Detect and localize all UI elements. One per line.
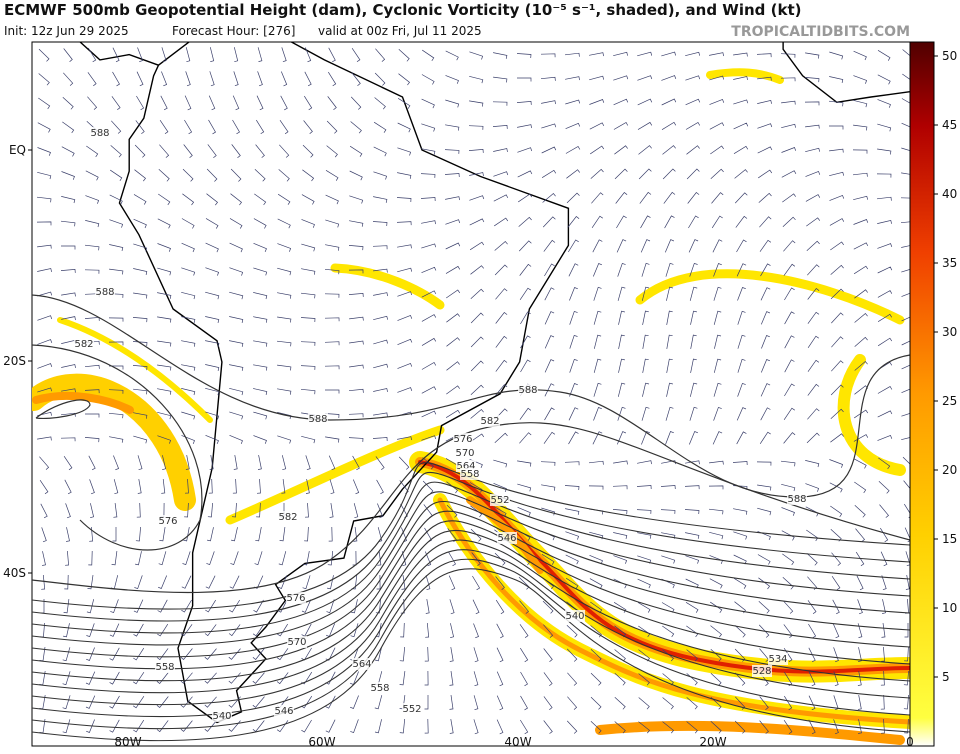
contour-label-bg xyxy=(158,515,178,527)
contour-label-bg xyxy=(518,384,538,396)
height-contour xyxy=(32,539,910,706)
valid-time: valid at 00z Fri, Jul 11 2025 xyxy=(318,24,482,38)
contour-label-bg xyxy=(453,433,473,445)
height-contour xyxy=(32,491,910,646)
colorbar-tick-label: 5 xyxy=(942,670,950,684)
map-area xyxy=(32,42,910,745)
height-contour xyxy=(32,471,910,622)
contour-label: 546 xyxy=(497,533,516,544)
height-contour xyxy=(32,510,910,670)
contour-label: 576 xyxy=(453,434,472,445)
contour-label-bg xyxy=(155,661,175,673)
contour-label: 570 xyxy=(455,448,474,459)
contour-label-bg xyxy=(490,494,510,506)
contour-label: 582 xyxy=(480,416,499,427)
forecast-hour: Forecast Hour: [276] xyxy=(172,24,295,38)
height-contour xyxy=(32,462,910,610)
height-contour xyxy=(32,568,910,742)
colorbar-tick-label: 35 xyxy=(942,256,957,270)
contour-label: 576 xyxy=(158,516,177,527)
contour-label-bg xyxy=(455,447,475,459)
contour-label: 546 xyxy=(274,706,293,717)
contour-label-bg xyxy=(274,705,294,717)
colorbar-tick-label: 50 xyxy=(942,49,957,63)
contour-label-bg xyxy=(370,682,390,694)
contour-label-bg xyxy=(212,710,232,722)
colorbar-tick-label: 10 xyxy=(942,601,957,615)
contour-label-bg xyxy=(402,703,422,715)
contour-label: 558 xyxy=(155,662,174,673)
map-frame xyxy=(31,41,911,747)
contour-label-bg xyxy=(752,665,772,677)
contour-label: 570 xyxy=(287,637,306,648)
contour-label: 564 xyxy=(456,461,475,472)
contour-label: 558 xyxy=(370,683,389,694)
colorbar xyxy=(909,41,935,747)
contour-label: 564 xyxy=(352,659,371,670)
contour-label: 558 xyxy=(460,469,479,480)
height-contours xyxy=(32,462,910,742)
contour-label: 588 xyxy=(90,128,109,139)
contour-label: 588 xyxy=(787,494,806,505)
contour-label-bg xyxy=(278,511,298,523)
longitude-label: 80W xyxy=(114,735,141,749)
contour-label-bg xyxy=(565,610,585,622)
contour-label-bg xyxy=(480,415,500,427)
colorbar-tick-label: 15 xyxy=(942,532,957,546)
contour-label-bg xyxy=(287,636,307,648)
contour-label-bg xyxy=(90,127,110,139)
height-contour xyxy=(32,558,910,730)
height-contour xyxy=(32,520,910,682)
coastline xyxy=(79,42,910,724)
contour-label: 528 xyxy=(752,666,771,677)
height-contour xyxy=(32,549,910,718)
colorbar-tick-label: 40 xyxy=(942,187,957,201)
colorbar-tick-label: 45 xyxy=(942,118,957,132)
contour-label: 576 xyxy=(286,593,305,604)
contour-label: 582 xyxy=(74,339,93,350)
contour-label: 582 xyxy=(278,512,297,523)
contour-label-bg xyxy=(95,286,115,298)
longitude-label: 20W xyxy=(699,735,726,749)
title: ECMWF 500mb Geopotential Height (dam), C… xyxy=(4,1,801,19)
contour-label: 552 xyxy=(402,704,421,715)
site-name: TROPICALTIDBITS.COM xyxy=(731,24,910,40)
longitude-label: 60W xyxy=(308,735,335,749)
contour-label: 588 xyxy=(518,385,537,396)
contour-label-bg xyxy=(308,413,328,425)
wind-barbs xyxy=(36,47,910,735)
contour-label: 540 xyxy=(212,711,231,722)
contour-label-bg xyxy=(768,653,788,665)
contour-label-bg xyxy=(74,338,94,350)
height-contours xyxy=(32,294,910,594)
contour-label-bg xyxy=(787,493,807,505)
colorbar-tick-label: 25 xyxy=(942,394,957,408)
height-contour xyxy=(32,529,910,694)
contour-label-bg xyxy=(460,468,480,480)
longitude-label: 0 xyxy=(906,735,914,749)
init-time: Init: 12z Jun 29 2025 xyxy=(4,24,129,38)
contour-label: 552 xyxy=(490,495,509,506)
contour-label-bg xyxy=(352,658,372,670)
longitude-label: 40W xyxy=(504,735,531,749)
contour-label: 534 xyxy=(768,654,787,665)
latitude-label: 20S xyxy=(3,354,26,368)
contour-label: 588 xyxy=(308,414,327,425)
latitude-label: EQ xyxy=(9,143,26,157)
contour-label: 588 xyxy=(95,287,114,298)
height-contour xyxy=(32,501,910,658)
height-contour xyxy=(32,481,910,634)
contour-label-bg xyxy=(286,592,306,604)
latitude-label: 40S xyxy=(3,566,26,580)
colorbar-tick-label: 30 xyxy=(942,325,957,339)
colorbar-tick-label: 20 xyxy=(942,463,957,477)
contour-label: 540 xyxy=(565,611,584,622)
contour-label-bg xyxy=(497,532,517,544)
